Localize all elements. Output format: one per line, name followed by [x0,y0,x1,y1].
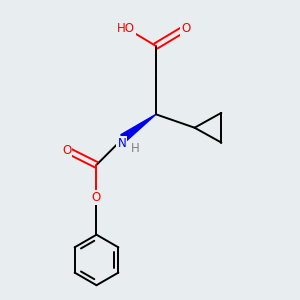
Text: O: O [92,191,101,204]
Text: HO: HO [117,22,135,34]
Text: H: H [131,142,140,155]
Text: O: O [62,143,71,157]
Text: O: O [181,22,190,34]
Polygon shape [121,114,156,142]
Text: N: N [117,137,126,150]
